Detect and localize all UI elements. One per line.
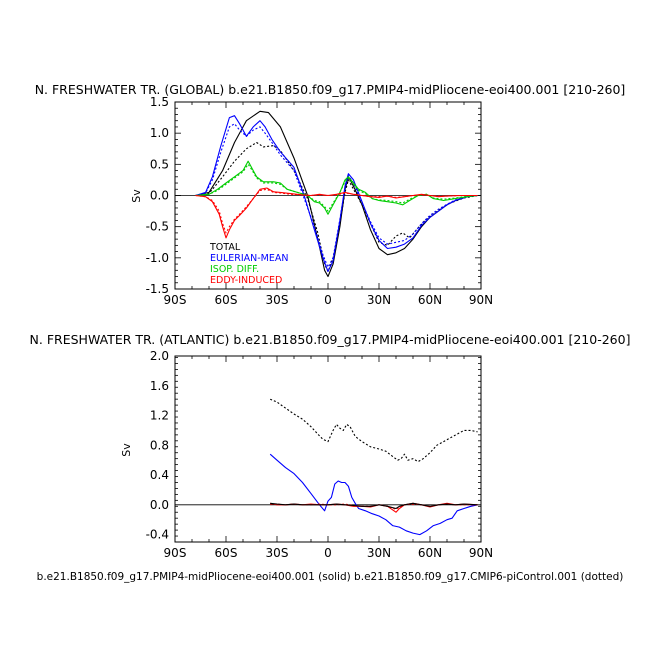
- global-plot-area: 90S 60S 30S 0 30N 60N 90N -1.5 -1.0 -0.5 0.0 0.5 1.0…: [146, 95, 494, 307]
- y-tick-label: 0.5: [150, 157, 169, 171]
- y-tick-label: -0.4: [146, 528, 169, 542]
- y-tick-label: 1.5: [150, 95, 169, 109]
- y-tick-label: 1.2: [150, 409, 169, 423]
- y-tick-label: 0.0: [150, 189, 169, 203]
- series-line-eulerian-mean-dotted: [195, 123, 478, 268]
- series-line-total-solid: [270, 502, 478, 510]
- series-line-eddy-induced-dotted: [195, 188, 478, 234]
- atlantic-x-axis-caption: b.e21.B1850.f09_g17.PMIP4-midPliocene-eo…: [37, 571, 624, 583]
- x-tick-label: 60N: [418, 546, 442, 560]
- x-tick-label: 30N: [367, 293, 391, 307]
- series-line-isop-diff-solid: [195, 160, 478, 215]
- x-tick-label: 30N: [367, 546, 391, 560]
- atlantic-plot-area: 90S 60S 30S 0 30N 60N 90N -0.4 0.0 0.4 0.8 1.2 1.6 2.…: [146, 349, 494, 560]
- legend-entry: ISOP. DIFF.: [210, 264, 259, 275]
- x-tick-label: 30S: [266, 293, 289, 307]
- y-tick-label: 1.0: [150, 126, 169, 140]
- y-tick-label: -0.5: [146, 220, 169, 234]
- y-tick-label: 0.4: [150, 468, 169, 482]
- y-tick-label: -1.5: [146, 282, 169, 296]
- x-tick-label: 30S: [266, 546, 289, 560]
- plot-frame: [174, 355, 482, 543]
- x-tick-label: 90N: [469, 546, 493, 560]
- series-line-total-dotted: [269, 398, 478, 463]
- series-line-eulerian-mean-solid: [195, 115, 478, 273]
- x-tick-label: 90S: [164, 546, 187, 560]
- x-tick-label: 60N: [418, 293, 442, 307]
- global-freshwater-panel: N. FRESHWATER TR. (GLOBAL) b.e21.B1850.f…: [35, 82, 626, 307]
- legend-entry: TOTAL: [209, 242, 241, 253]
- x-tick-label: 60S: [215, 293, 238, 307]
- global-y-axis-label: Sv: [130, 189, 143, 203]
- x-tick-label: 60S: [215, 546, 238, 560]
- y-tick-label: 0.8: [150, 438, 169, 452]
- atlantic-freshwater-panel: N. FRESHWATER TR. (ATLANTIC) b.e21.B1850…: [30, 332, 631, 583]
- y-tick-label: -1.0: [146, 251, 169, 265]
- atlantic-chart-title: N. FRESHWATER TR. (ATLANTIC) b.e21.B1850…: [30, 332, 631, 347]
- global-chart-title: N. FRESHWATER TR. (GLOBAL) b.e21.B1850.f…: [35, 82, 626, 97]
- x-tick-label: 90N: [469, 293, 493, 307]
- y-tick-label: 0.0: [150, 498, 169, 512]
- legend-entry: EDDY-INDUCED: [210, 275, 282, 286]
- y-tick-label: 1.6: [150, 379, 169, 393]
- series-line-eulerian-mean-solid: [269, 453, 478, 536]
- y-tick-label: 2.0: [150, 349, 169, 363]
- x-tick-label: 90S: [164, 293, 187, 307]
- atlantic-y-axis-label: Sv: [120, 443, 133, 457]
- x-tick-label: 0: [324, 546, 332, 560]
- x-tick-label: 0: [324, 293, 332, 307]
- series-line-isop-diff-dotted: [195, 163, 478, 212]
- legend-entry: EULERIAN-MEAN: [210, 253, 289, 264]
